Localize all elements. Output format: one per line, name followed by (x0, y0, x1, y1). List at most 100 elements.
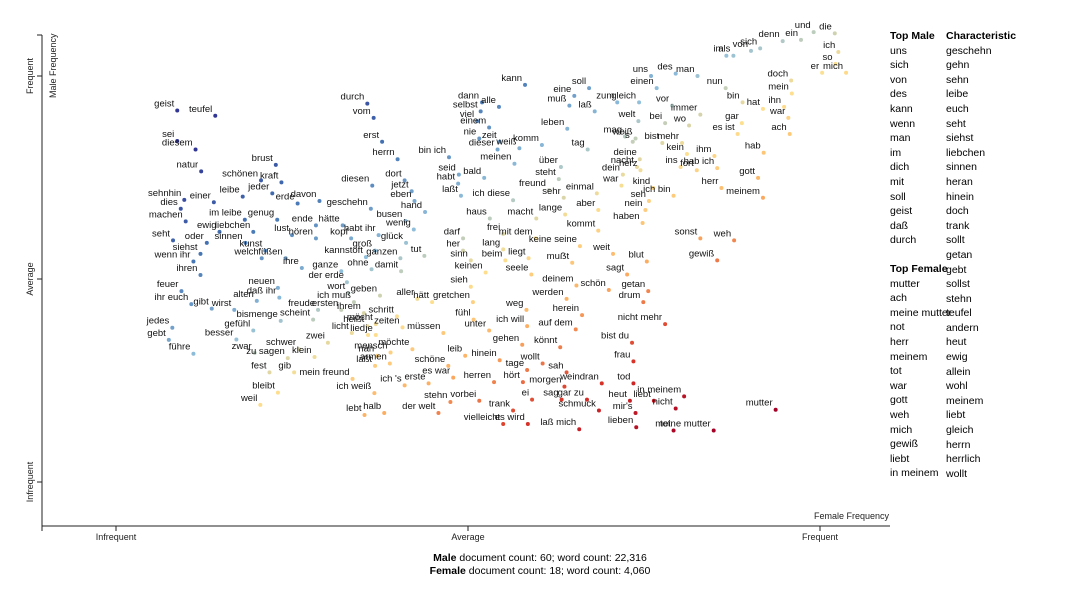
term-point[interactable] (259, 178, 264, 183)
term-label[interactable]: sinnen (215, 231, 243, 242)
term-point[interactable] (740, 100, 745, 105)
term-point[interactable] (496, 104, 501, 109)
top-male-term[interactable]: mit (890, 175, 904, 188)
top-male-term[interactable]: sich (890, 59, 909, 72)
term-label[interactable]: geist (154, 99, 174, 110)
term-point[interactable] (723, 86, 728, 91)
term-point[interactable] (596, 207, 601, 212)
term-label[interactable]: herrn (372, 147, 394, 158)
term-label[interactable]: ins (665, 155, 677, 166)
term-point[interactable] (171, 238, 176, 243)
term-label[interactable]: zum (596, 90, 614, 101)
term-point[interactable] (211, 200, 216, 205)
top-female-term[interactable]: tot (890, 365, 902, 378)
term-label[interactable]: vor (656, 94, 669, 105)
term-point[interactable] (349, 330, 354, 335)
term-point[interactable] (711, 428, 716, 433)
term-point[interactable] (267, 370, 272, 375)
term-label[interactable]: wort (326, 281, 345, 292)
term-point[interactable] (660, 140, 665, 145)
term-point[interactable] (182, 197, 187, 202)
term-label[interactable]: des (657, 62, 673, 73)
term-label[interactable]: liegt (508, 246, 526, 257)
term-point[interactable] (572, 93, 577, 98)
term-label[interactable]: zeit (482, 130, 497, 141)
term-point[interactable] (596, 228, 601, 233)
term-point[interactable] (371, 115, 376, 120)
term-label[interactable]: ich bin (643, 184, 670, 195)
term-point[interactable] (198, 251, 203, 256)
term-label[interactable]: leib (447, 344, 462, 355)
term-label[interactable]: haus (466, 207, 487, 218)
term-label[interactable]: lieben (608, 415, 633, 426)
term-point[interactable] (470, 300, 475, 305)
term-label[interactable]: kunst (240, 239, 263, 250)
term-point[interactable] (363, 255, 368, 260)
term-label[interactable]: sonst (675, 226, 698, 237)
term-label[interactable]: eben (390, 189, 411, 200)
term-label[interactable]: gretchen (433, 290, 470, 301)
term-label[interactable]: ihre (283, 256, 299, 267)
term-point[interactable] (166, 337, 171, 342)
term-point[interactable] (558, 345, 563, 350)
term-label[interactable]: fest (251, 360, 267, 371)
term-point[interactable] (388, 350, 393, 355)
term-point[interactable] (398, 256, 403, 261)
term-label[interactable]: darf (444, 226, 461, 237)
term-point[interactable] (478, 109, 483, 114)
term-point[interactable] (426, 381, 431, 386)
term-label[interactable]: ich will (496, 314, 524, 325)
term-label[interactable]: kind (633, 176, 650, 187)
term-label[interactable]: halb (363, 401, 381, 412)
term-point[interactable] (259, 256, 264, 261)
term-point[interactable] (715, 166, 720, 171)
term-point[interactable] (631, 359, 636, 364)
term-label[interactable]: ihren (176, 263, 197, 274)
term-label[interactable]: seh (631, 189, 646, 200)
term-point[interactable] (278, 318, 283, 323)
term-label[interactable]: dann (458, 90, 479, 101)
term-point[interactable] (577, 427, 582, 432)
term-label[interactable]: ganzen (366, 246, 397, 257)
term-point[interactable] (198, 272, 203, 277)
term-label[interactable]: lust (274, 223, 289, 234)
term-label[interactable]: her (446, 239, 460, 250)
term-point[interactable] (362, 413, 367, 418)
term-point[interactable] (209, 306, 214, 311)
term-point[interactable] (191, 259, 196, 264)
term-label[interactable]: unter (464, 319, 486, 330)
term-point[interactable] (678, 164, 683, 169)
term-label[interactable]: gleich (611, 90, 636, 101)
term-label[interactable]: erde (276, 191, 295, 202)
term-point[interactable] (495, 147, 500, 152)
term-point[interactable] (254, 298, 259, 303)
term-label[interactable]: wo (673, 114, 686, 125)
term-point[interactable] (483, 270, 488, 275)
term-point[interactable] (409, 189, 414, 194)
term-label[interactable]: klein (292, 345, 312, 356)
term-point[interactable] (651, 398, 656, 403)
term-label[interactable]: trank (489, 399, 510, 410)
term-label[interactable]: lang (482, 237, 500, 248)
term-label[interactable]: führe (169, 342, 191, 353)
term-label[interactable]: morgen (529, 375, 561, 386)
term-label[interactable]: weindran (559, 371, 599, 382)
term-label[interactable]: teufel (189, 104, 212, 115)
term-label[interactable]: tod (617, 371, 630, 382)
term-label[interactable]: busen (376, 209, 402, 220)
term-label[interactable]: auf dem (538, 317, 572, 328)
term-point[interactable] (497, 139, 502, 144)
term-point[interactable] (525, 324, 530, 329)
top-male-term[interactable]: wenn (890, 117, 916, 130)
term-point[interactable] (446, 155, 451, 160)
term-point[interactable] (339, 269, 344, 274)
characteristic-term[interactable]: sehn (946, 73, 969, 86)
top-male-term[interactable]: dich (890, 161, 910, 174)
term-point[interactable] (687, 123, 692, 128)
term-point[interactable] (313, 223, 318, 228)
term-point[interactable] (511, 408, 516, 413)
characteristic-term[interactable]: heran (946, 175, 973, 188)
term-point[interactable] (646, 289, 651, 294)
term-label[interactable]: eine (553, 84, 571, 95)
term-point[interactable] (468, 284, 473, 289)
